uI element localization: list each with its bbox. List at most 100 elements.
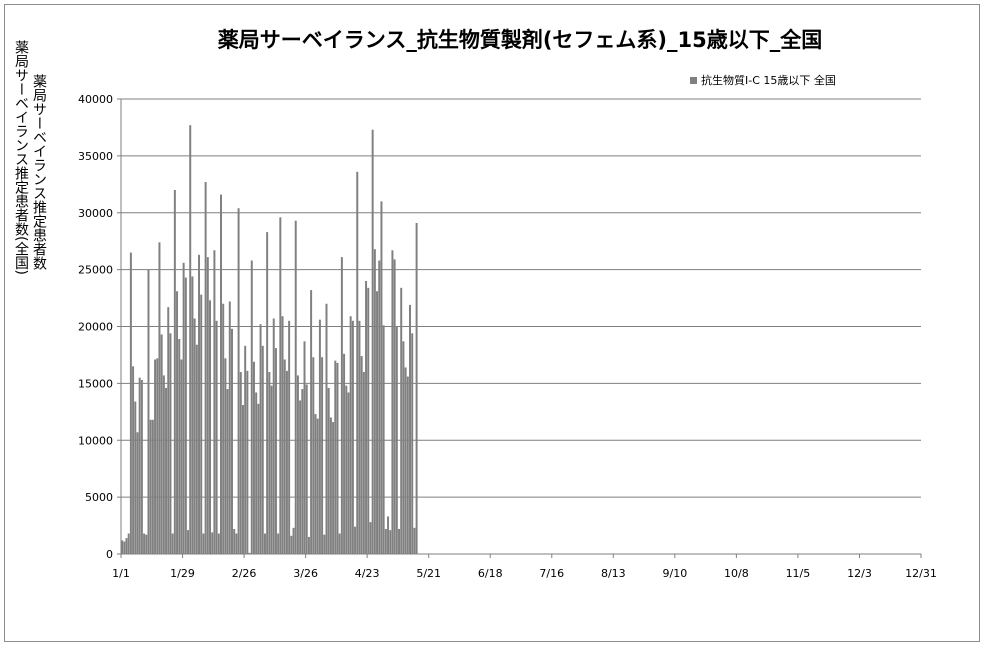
bar bbox=[209, 300, 211, 554]
bar bbox=[140, 379, 143, 554]
bar bbox=[281, 316, 284, 554]
y-tick-label: 0 bbox=[106, 548, 113, 561]
bar bbox=[224, 358, 227, 554]
bar-series bbox=[121, 125, 418, 555]
bar bbox=[323, 534, 326, 554]
bar bbox=[125, 538, 128, 554]
bar bbox=[371, 129, 374, 554]
bar bbox=[367, 287, 370, 554]
bar bbox=[332, 422, 335, 554]
bar bbox=[266, 232, 269, 554]
bar bbox=[343, 353, 346, 554]
bar bbox=[415, 222, 418, 555]
bar bbox=[349, 316, 352, 554]
bar bbox=[198, 254, 201, 554]
bar bbox=[195, 344, 198, 554]
bar bbox=[241, 404, 244, 554]
bar bbox=[151, 419, 154, 554]
bar bbox=[270, 385, 273, 554]
x-tick-label: 2/26 bbox=[232, 567, 257, 580]
bar bbox=[402, 341, 405, 554]
y-axis-label-column-2: 薬局サーベイランス推定患者数 bbox=[31, 74, 47, 270]
bar bbox=[336, 362, 339, 554]
bar bbox=[156, 358, 159, 554]
bar bbox=[406, 376, 409, 554]
bar bbox=[404, 367, 407, 554]
bar bbox=[351, 320, 354, 554]
x-tick-label: 4/23 bbox=[355, 567, 380, 580]
bar bbox=[182, 262, 185, 554]
bar bbox=[356, 171, 359, 555]
y-tick-label: 35000 bbox=[78, 150, 113, 163]
bar bbox=[268, 372, 271, 554]
bar bbox=[358, 320, 361, 554]
x-tick-label: 1/1 bbox=[112, 567, 130, 580]
bar bbox=[373, 249, 376, 554]
bar bbox=[244, 345, 247, 554]
bar bbox=[252, 361, 255, 554]
x-tick-labels: 1/1 1/29 2/26 3/26 4/23 5/21 6/18 7/16 8/13 9/10 1… bbox=[112, 567, 937, 580]
legend-label: 抗生物質Ⅰ-C 15歳以下 全国 bbox=[701, 74, 836, 87]
y-tick-label: 5000 bbox=[85, 491, 113, 504]
bar bbox=[369, 522, 372, 554]
bar bbox=[345, 385, 348, 554]
bar bbox=[165, 387, 168, 554]
bar bbox=[274, 348, 277, 554]
x-tick-label: 11/5 bbox=[786, 567, 811, 580]
y-tick-label: 20000 bbox=[78, 321, 113, 334]
bar bbox=[283, 359, 286, 554]
bar bbox=[246, 370, 249, 554]
bar bbox=[134, 401, 137, 554]
bar bbox=[191, 276, 194, 554]
bar bbox=[303, 341, 306, 554]
bar bbox=[413, 527, 416, 554]
bar bbox=[307, 536, 310, 554]
bar bbox=[378, 260, 381, 554]
bar bbox=[143, 533, 146, 554]
bar bbox=[389, 530, 392, 554]
bar bbox=[318, 319, 321, 554]
bar bbox=[305, 384, 308, 554]
x-tick-label: 5/21 bbox=[416, 567, 441, 580]
bar bbox=[189, 125, 192, 554]
bar bbox=[288, 320, 291, 554]
bar bbox=[127, 533, 130, 554]
bar bbox=[327, 387, 330, 554]
bar bbox=[365, 281, 368, 554]
bar bbox=[312, 357, 315, 554]
bar bbox=[296, 375, 299, 554]
bar bbox=[145, 534, 148, 554]
x-tick-label: 1/29 bbox=[170, 567, 195, 580]
bar bbox=[211, 532, 214, 554]
bar bbox=[138, 377, 141, 554]
y-tick-label: 30000 bbox=[78, 207, 113, 220]
bar bbox=[292, 527, 295, 554]
bar bbox=[395, 326, 398, 554]
bar bbox=[272, 318, 275, 554]
bar bbox=[250, 260, 253, 554]
x-tick-label: 8/13 bbox=[601, 567, 626, 580]
bar bbox=[325, 303, 328, 554]
bar bbox=[362, 372, 365, 554]
bar bbox=[411, 333, 414, 554]
bar bbox=[204, 182, 207, 554]
bar bbox=[380, 201, 383, 554]
bar bbox=[398, 528, 401, 554]
bar bbox=[263, 533, 266, 554]
bar bbox=[193, 318, 196, 554]
bar bbox=[167, 307, 170, 554]
bar bbox=[257, 403, 260, 554]
bar bbox=[259, 324, 262, 554]
bar bbox=[213, 250, 216, 554]
bar bbox=[334, 360, 337, 554]
bar bbox=[261, 345, 264, 554]
bar bbox=[299, 400, 302, 554]
bar bbox=[129, 252, 132, 554]
axes bbox=[120, 99, 922, 558]
bar bbox=[360, 356, 363, 554]
bar bbox=[290, 535, 293, 554]
x-tick-label: 12/3 bbox=[847, 567, 872, 580]
bar bbox=[277, 533, 280, 554]
bar bbox=[169, 333, 172, 554]
